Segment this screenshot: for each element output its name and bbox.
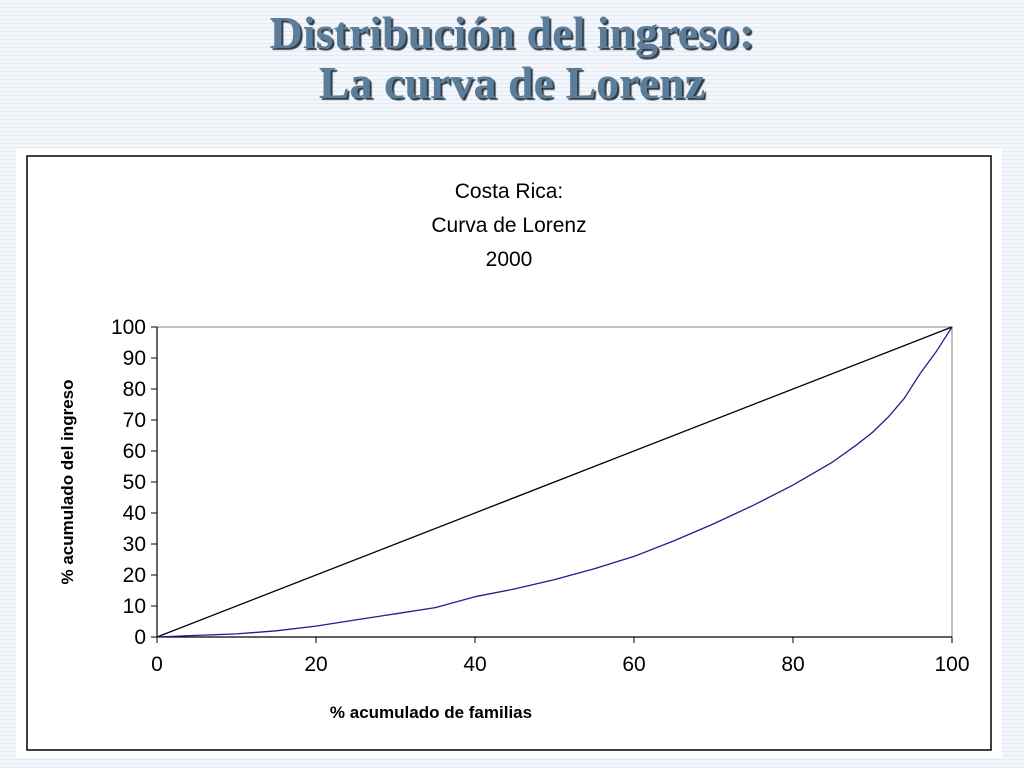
y-tick-label: 50 (123, 471, 146, 494)
y-tick-label: 80 (123, 378, 146, 401)
x-tick-label: 0 (151, 653, 163, 676)
y-tick-label: 100 (111, 316, 146, 339)
y-tick-label: 20 (123, 564, 146, 587)
lorenz-chart: Costa Rica: Curva de Lorenz 2000 0 20 40 60 80… (26, 155, 992, 751)
y-tick-label: 60 (123, 440, 146, 463)
chart-frame: Costa Rica: Curva de Lorenz 2000 0 20 40 60 80… (16, 148, 1002, 758)
chart-title-line: Curva de Lorenz (431, 214, 586, 237)
axis-ticks: 0 20 40 60 80 100 0 10 20 30 40 50 60 70 80 90 100 (111, 316, 970, 676)
y-tick-label: 90 (123, 347, 146, 370)
chart-title: Costa Rica: Curva de Lorenz 2000 (431, 180, 586, 271)
y-tick-label: 40 (123, 502, 146, 525)
slide-title-line2: La curva de Lorenz (318, 57, 706, 108)
x-tick-label: 100 (934, 653, 969, 676)
series-lines (156, 326, 953, 638)
slide-title-line1: Distribución del ingreso: (269, 7, 755, 58)
chart-title-line: Costa Rica: (455, 180, 564, 203)
equality-line (156, 326, 953, 638)
slide-title: Distribución del ingreso: La curva de Lo… (0, 8, 1024, 108)
lorenz-curve-line (156, 326, 953, 638)
x-tick-label: 20 (304, 653, 327, 676)
y-tick-label: 10 (123, 595, 146, 618)
y-axis-label: % acumulado del ingreso (58, 380, 77, 585)
x-tick-label: 80 (781, 653, 804, 676)
y-tick-label: 0 (134, 626, 146, 649)
y-tick-label: 30 (123, 533, 146, 556)
x-tick-label: 60 (622, 653, 645, 676)
y-tick-label: 70 (123, 409, 146, 432)
x-tick-label: 40 (463, 653, 486, 676)
chart-area-border (26, 155, 992, 751)
x-axis-label: % acumulado de familias (330, 703, 532, 722)
chart-title-line: 2000 (486, 248, 533, 271)
